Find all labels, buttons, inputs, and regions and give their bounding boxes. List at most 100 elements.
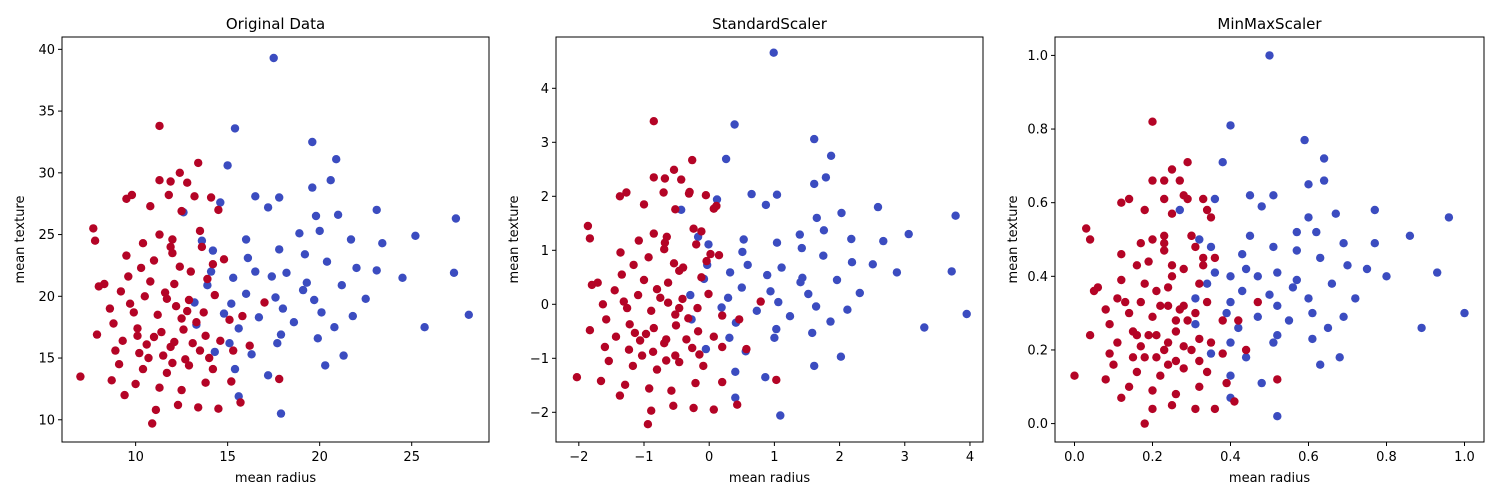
x-axis-label: mean radius xyxy=(235,471,316,486)
data-point-series-1 xyxy=(873,202,883,212)
data-point-series-2 xyxy=(1148,386,1157,395)
data-point-series-2 xyxy=(155,121,164,131)
data-point-series-2 xyxy=(1140,353,1149,362)
data-point-series-2 xyxy=(602,315,611,324)
x-tick-label: −2 xyxy=(569,450,588,465)
axes-frame xyxy=(555,36,984,443)
subplot-original-data: Original Data mean radius mean texture 1… xyxy=(13,15,490,486)
y-tick-label: 30 xyxy=(38,166,55,181)
data-point-series-2 xyxy=(639,275,649,285)
y-axis-label: mean texture xyxy=(1006,196,1021,284)
data-point-series-2 xyxy=(1148,312,1157,321)
data-point-series-1 xyxy=(772,324,781,334)
y-tick-label: 1.0 xyxy=(1027,49,1048,64)
data-point-series-1 xyxy=(464,310,473,319)
data-point-series-2 xyxy=(133,331,142,340)
data-point-series-1 xyxy=(1273,412,1282,421)
data-point-series-2 xyxy=(136,263,146,273)
data-point-series-2 xyxy=(236,398,245,407)
data-point-series-2 xyxy=(1152,353,1161,362)
data-point-series-1 xyxy=(308,183,317,192)
data-point-series-1 xyxy=(1226,272,1235,281)
data-point-series-2 xyxy=(695,350,704,359)
data-point-series-2 xyxy=(587,280,597,290)
data-point-series-1 xyxy=(210,347,219,357)
y-tick-label: 0.8 xyxy=(1027,123,1048,138)
data-point-series-2 xyxy=(671,321,681,330)
data-point-series-1 xyxy=(1273,331,1282,340)
data-point-series-1 xyxy=(847,258,857,267)
data-point-series-2 xyxy=(619,297,628,306)
data-point-series-2 xyxy=(1105,349,1114,358)
data-point-series-2 xyxy=(1109,360,1118,369)
data-point-series-1 xyxy=(832,275,842,285)
data-point-series-2 xyxy=(142,340,151,349)
data-point-series-2 xyxy=(155,383,164,392)
data-point-series-2 xyxy=(229,346,238,355)
data-point-series-2 xyxy=(214,205,223,215)
data-point-series-1 xyxy=(1316,360,1325,369)
data-point-series-1 xyxy=(251,192,260,201)
data-point-series-1 xyxy=(276,330,286,339)
data-point-series-2 xyxy=(656,293,665,302)
data-point-series-1 xyxy=(411,231,420,240)
data-point-series-2 xyxy=(92,330,102,339)
data-point-series-2 xyxy=(1163,360,1173,369)
data-point-series-2 xyxy=(645,384,654,393)
data-point-series-2 xyxy=(692,240,701,249)
data-point-series-2 xyxy=(129,308,138,317)
x-tick-label: 2 xyxy=(835,450,843,465)
data-point-series-1 xyxy=(821,173,831,182)
data-point-series-2 xyxy=(194,158,203,168)
data-point-series-1 xyxy=(819,226,829,235)
data-point-series-1 xyxy=(326,176,335,185)
x-tick-label: 25 xyxy=(403,450,420,465)
data-point-series-1 xyxy=(282,268,291,277)
data-point-series-2 xyxy=(688,343,697,353)
data-point-series-1 xyxy=(1202,279,1212,288)
data-point-series-2 xyxy=(245,341,254,350)
data-point-series-2 xyxy=(1124,308,1134,318)
data-point-series-1 xyxy=(298,285,308,295)
data-point-series-1 xyxy=(315,226,324,236)
data-point-series-1 xyxy=(1210,268,1220,277)
data-point-series-2 xyxy=(1210,253,1220,263)
data-point-series-2 xyxy=(138,239,148,248)
data-point-series-2 xyxy=(596,376,606,386)
data-point-series-1 xyxy=(1460,308,1469,318)
data-point-series-2 xyxy=(206,193,216,202)
data-point-series-1 xyxy=(1241,264,1251,274)
data-point-series-2 xyxy=(1160,239,1169,248)
data-point-series-1 xyxy=(243,253,253,263)
data-point-series-2 xyxy=(195,226,205,236)
data-point-series-2 xyxy=(1144,331,1153,340)
data-point-series-2 xyxy=(671,310,680,319)
data-point-series-2 xyxy=(1167,261,1177,270)
data-point-series-2 xyxy=(118,336,127,345)
data-point-series-2 xyxy=(135,348,144,358)
data-point-series-1 xyxy=(712,195,722,204)
subplot-title: Original Data xyxy=(226,15,325,33)
data-point-series-1 xyxy=(1300,135,1309,145)
data-point-series-1 xyxy=(269,53,278,63)
data-point-series-1 xyxy=(229,273,238,282)
data-point-series-2 xyxy=(177,206,186,216)
data-point-series-2 xyxy=(714,251,724,260)
data-point-series-1 xyxy=(836,352,846,361)
data-point-series-1 xyxy=(731,393,740,402)
data-point-series-1 xyxy=(1304,180,1313,189)
data-point-series-1 xyxy=(197,236,207,245)
data-point-series-2 xyxy=(216,336,225,345)
data-point-series-2 xyxy=(160,288,170,297)
data-point-series-2 xyxy=(685,187,694,197)
data-point-series-2 xyxy=(704,289,713,299)
data-point-series-2 xyxy=(1128,353,1138,362)
data-point-series-2 xyxy=(1191,404,1200,414)
data-point-series-2 xyxy=(94,282,104,291)
data-point-series-2 xyxy=(1163,301,1173,310)
data-point-series-1 xyxy=(263,371,273,380)
y-tick-label: −2 xyxy=(530,406,549,421)
data-point-series-2 xyxy=(148,419,157,428)
data-point-series-2 xyxy=(155,176,164,185)
